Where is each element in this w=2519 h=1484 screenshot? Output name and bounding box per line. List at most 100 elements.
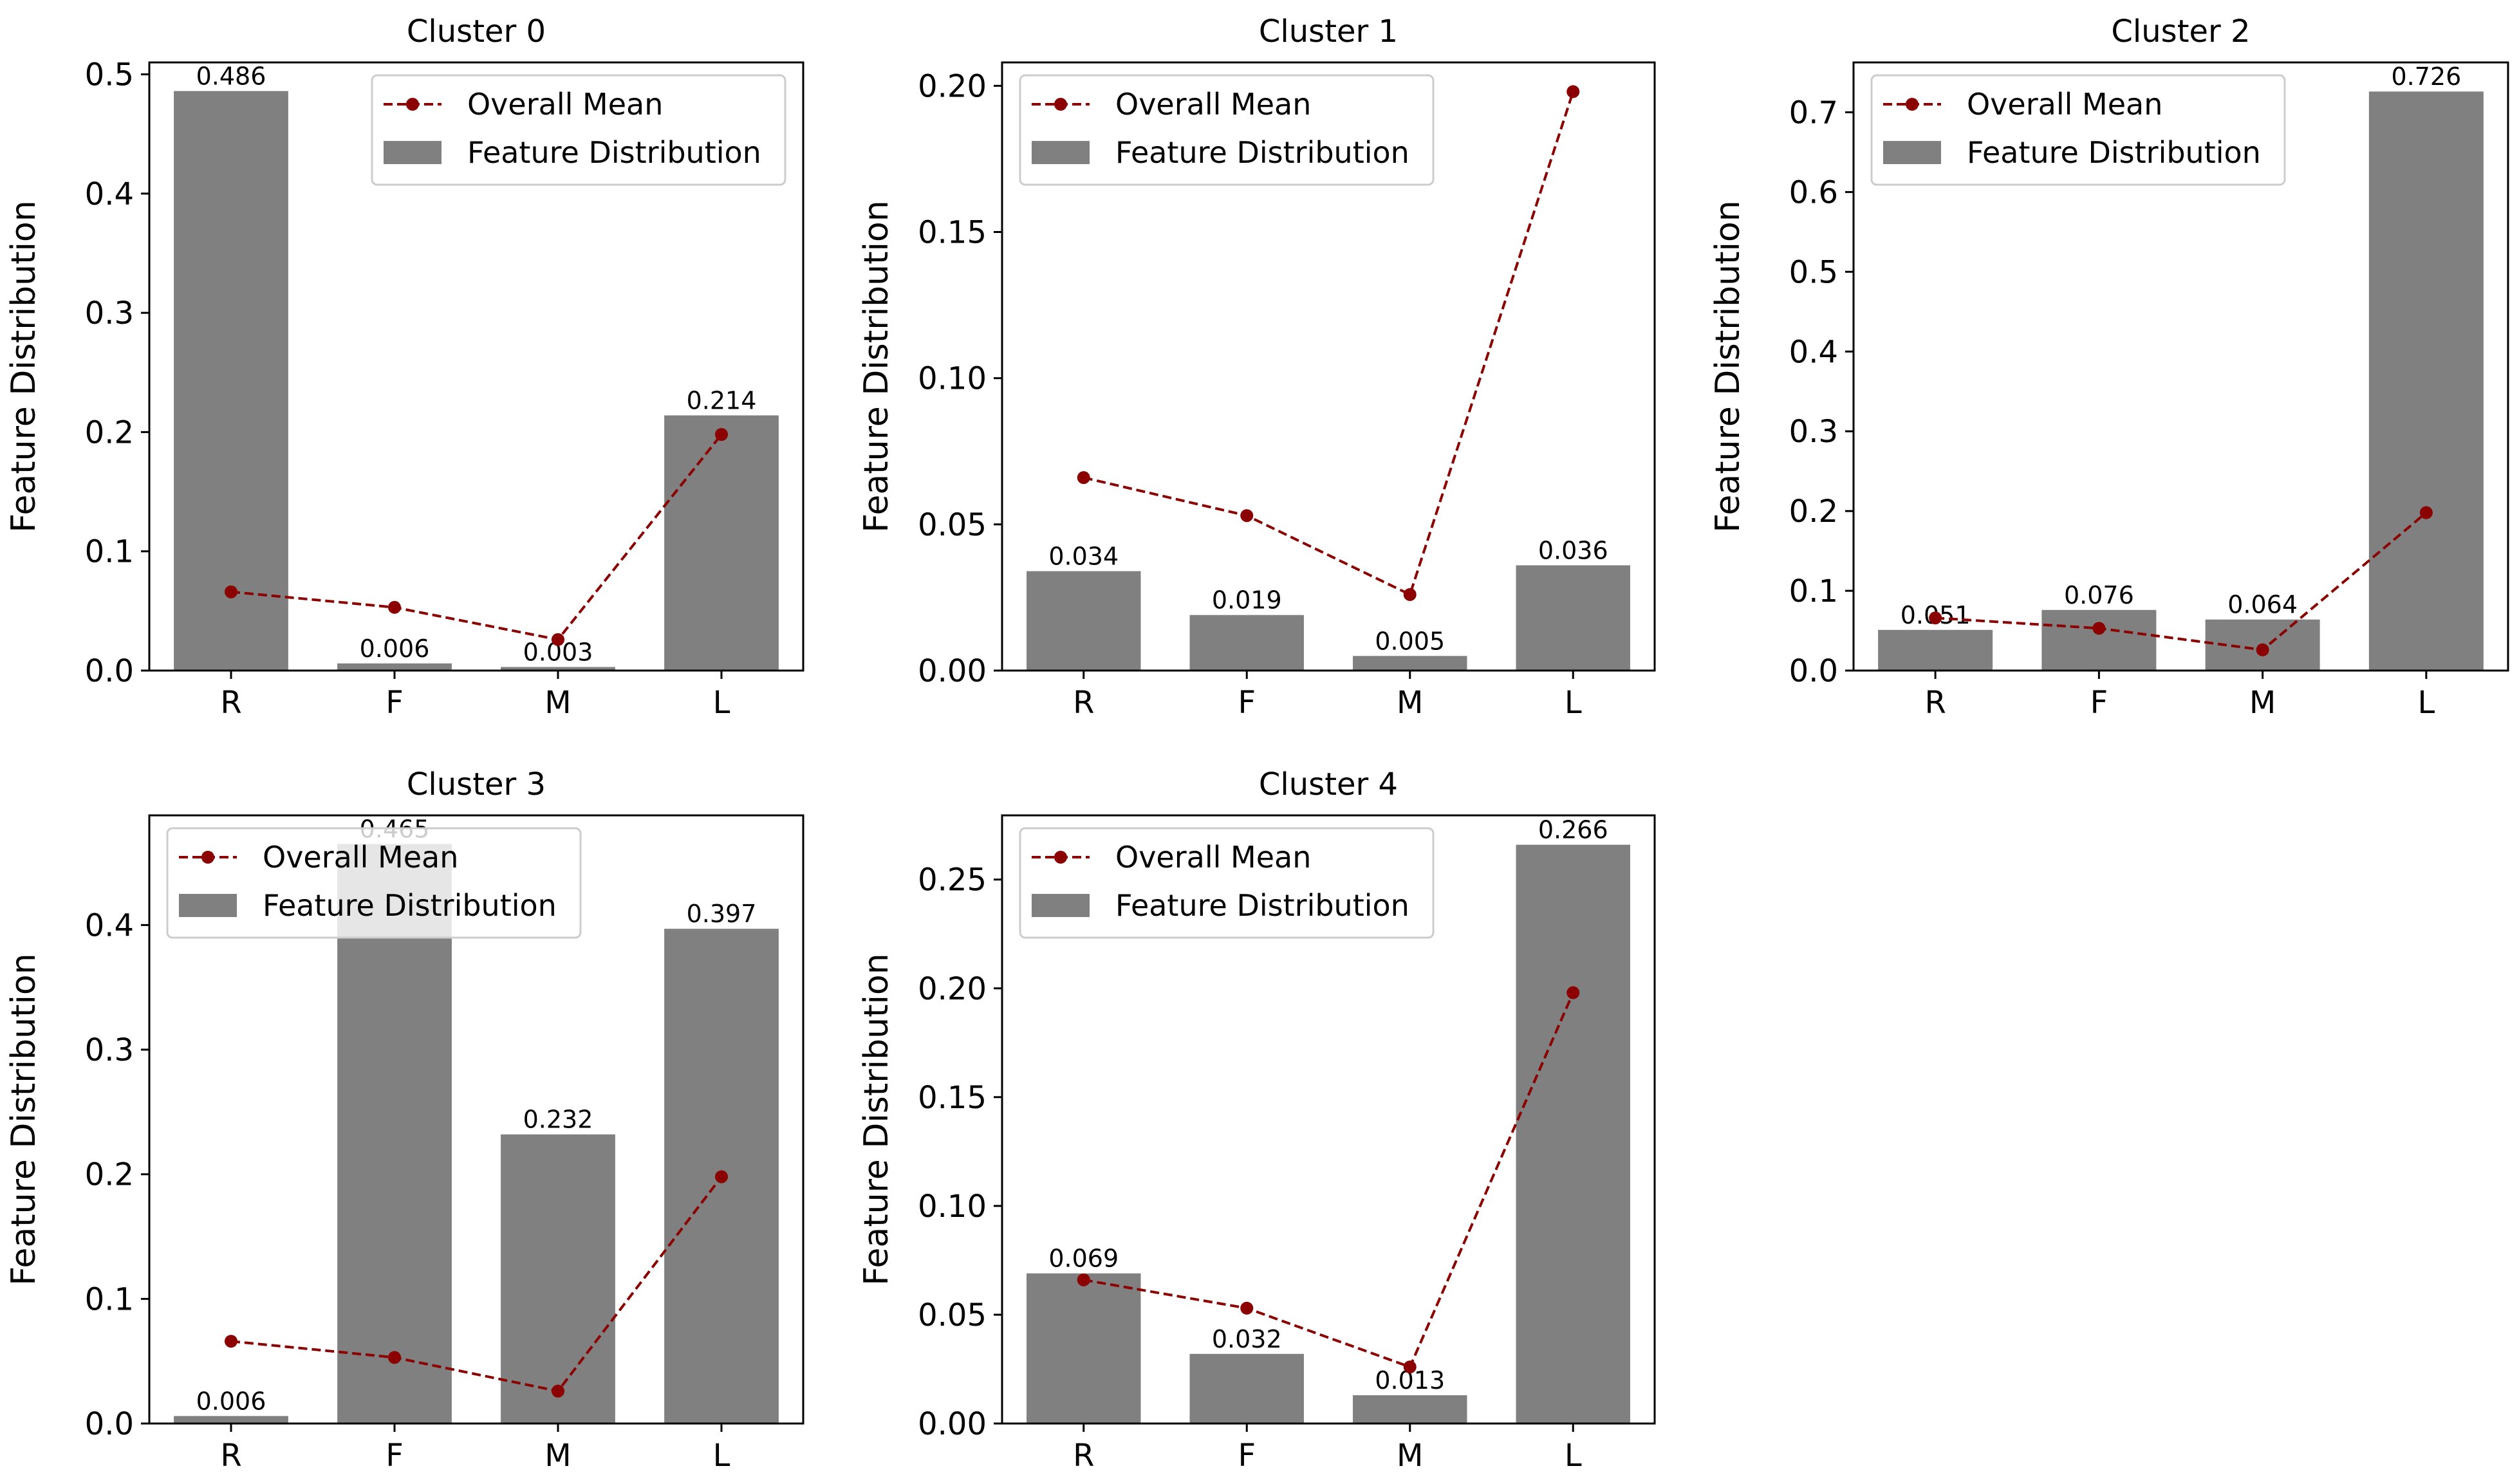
- bar-value-label: 0.726: [2391, 62, 2461, 91]
- overall-mean-line: [1083, 91, 1575, 597]
- bar-value-label: 0.006: [196, 1387, 266, 1415]
- bar-f: [1189, 615, 1304, 671]
- x-tick-label: L: [1565, 1438, 1582, 1474]
- x-tick-label: F: [386, 1438, 404, 1474]
- panel-title: Cluster 2: [2111, 14, 2250, 50]
- legend-bar-swatch: [179, 894, 237, 917]
- overall-mean-point: [388, 1351, 401, 1364]
- x-tick-label: F: [1238, 1438, 1256, 1474]
- y-tick-label: 0.5: [1789, 254, 1838, 290]
- y-tick-label: 0.1: [1789, 573, 1838, 609]
- y-tick-label: 0.3: [85, 295, 134, 331]
- y-axis-label: Feature Distribution: [5, 953, 43, 1285]
- legend-label: Feature Distribution: [1967, 135, 2261, 170]
- legend-bar-swatch: [1032, 141, 1090, 164]
- overall-mean-point: [1403, 1360, 1417, 1374]
- overall-mean-point: [225, 585, 237, 598]
- bar-l: [664, 415, 779, 671]
- x-tick-label: R: [220, 1438, 241, 1474]
- axes-frame: [148, 814, 804, 1425]
- y-tick-label: 0.3: [85, 1032, 134, 1068]
- bar-value-label: 0.032: [1212, 1325, 1282, 1353]
- legend-mean-marker: [1906, 98, 1919, 111]
- bar-f: [337, 663, 452, 671]
- legend-label: Overall Mean: [467, 87, 663, 122]
- overall-mean-line: [1935, 512, 2428, 651]
- bar-r: [1027, 1273, 1141, 1424]
- panel-title: Cluster 1: [1259, 14, 1398, 50]
- overall-mean-point: [2092, 622, 2106, 635]
- legend-label: Feature Distribution: [1115, 888, 1409, 923]
- overall-mean-line: [230, 1176, 723, 1393]
- overall-mean-point: [225, 1335, 237, 1348]
- x-tick-label: F: [1238, 685, 1256, 721]
- axes-frame: [1852, 61, 2509, 672]
- y-axis-label: Feature Distribution: [5, 200, 43, 532]
- x-tick-label: M: [2249, 685, 2276, 721]
- overall-mean-point: [715, 1170, 728, 1183]
- bar-l: [1516, 844, 1630, 1424]
- legend-frame: [1019, 74, 1435, 186]
- legend-mean-marker: [1054, 851, 1067, 864]
- bar-m: [1353, 1395, 1467, 1424]
- legend-frame: [1019, 827, 1435, 939]
- panel-title: Cluster 4: [1259, 766, 1398, 802]
- overall-mean-point: [2419, 506, 2433, 519]
- y-tick-label: 0.10: [918, 1189, 987, 1225]
- bar-m: [501, 667, 615, 671]
- y-tick-label: 0.0: [85, 653, 134, 689]
- y-tick-label: 0.0: [85, 1406, 134, 1442]
- x-tick-label: F: [386, 685, 404, 721]
- legend-label: Feature Distribution: [263, 888, 557, 923]
- bar-f: [2041, 609, 2157, 671]
- y-tick-label: 0.00: [918, 1406, 987, 1442]
- legend: Overall Mean Feature Distribution: [1019, 827, 1435, 939]
- x-tick-label: M: [1397, 1438, 1423, 1474]
- overall-mean-point: [1566, 85, 1580, 98]
- x-tick-label: M: [544, 1438, 571, 1474]
- legend: Overall Mean Feature Distribution: [1019, 74, 1435, 186]
- cluster-panel-1: Cluster 1 0.034 0.019 0.005 0.036 0.00 0.05 0.1…: [857, 14, 1656, 721]
- legend-label: Overall Mean: [1115, 840, 1311, 875]
- overall-mean-point: [1077, 471, 1090, 485]
- legend-label: Feature Distribution: [467, 135, 761, 170]
- y-tick-label: 0.2: [85, 414, 134, 450]
- y-tick-label: 0.7: [1789, 95, 1838, 131]
- x-tick-label: R: [220, 685, 241, 721]
- x-tick-label: L: [1565, 685, 1582, 721]
- y-axis-label: Feature Distribution: [1709, 200, 1747, 532]
- bar-r: [174, 91, 288, 671]
- overall-mean-point: [552, 633, 564, 646]
- legend-mean-marker: [1054, 98, 1067, 111]
- x-tick-label: L: [2418, 685, 2435, 721]
- bar-m: [501, 1134, 615, 1424]
- bar-value-label: 0.064: [2227, 591, 2298, 619]
- y-tick-label: 0.1: [85, 1281, 134, 1317]
- y-tick-label: 0.2: [85, 1157, 134, 1193]
- panel-title: Cluster 3: [407, 766, 546, 802]
- legend-bar-swatch: [1032, 894, 1090, 917]
- overall-mean-point: [388, 600, 401, 614]
- overall-mean-point: [715, 428, 728, 441]
- legend-label: Overall Mean: [263, 840, 458, 875]
- overall-mean-point: [1077, 1273, 1090, 1286]
- bar-value-label: 0.019: [1212, 586, 1282, 615]
- bar-f: [1189, 1353, 1304, 1424]
- axes-frame: [148, 61, 804, 672]
- legend-mean-marker: [201, 851, 214, 864]
- y-tick-label: 0.00: [918, 653, 987, 689]
- x-tick-label: R: [1073, 1438, 1094, 1474]
- overall-mean-point: [1240, 1301, 1254, 1315]
- overall-mean-point: [1566, 986, 1580, 999]
- overall-mean-line: [1083, 992, 1575, 1369]
- bar-value-label: 0.006: [360, 635, 430, 663]
- bar-r: [174, 1416, 288, 1424]
- y-tick-label: 0.3: [1789, 414, 1838, 450]
- bar-value-label: 0.266: [1538, 816, 1608, 844]
- legend-label: Overall Mean: [1115, 87, 1311, 122]
- y-tick-label: 0.05: [918, 1297, 987, 1333]
- legend: Overall Mean Feature Distribution: [166, 827, 582, 939]
- overall-mean-point: [552, 1384, 564, 1398]
- y-tick-label: 0.6: [1789, 174, 1838, 210]
